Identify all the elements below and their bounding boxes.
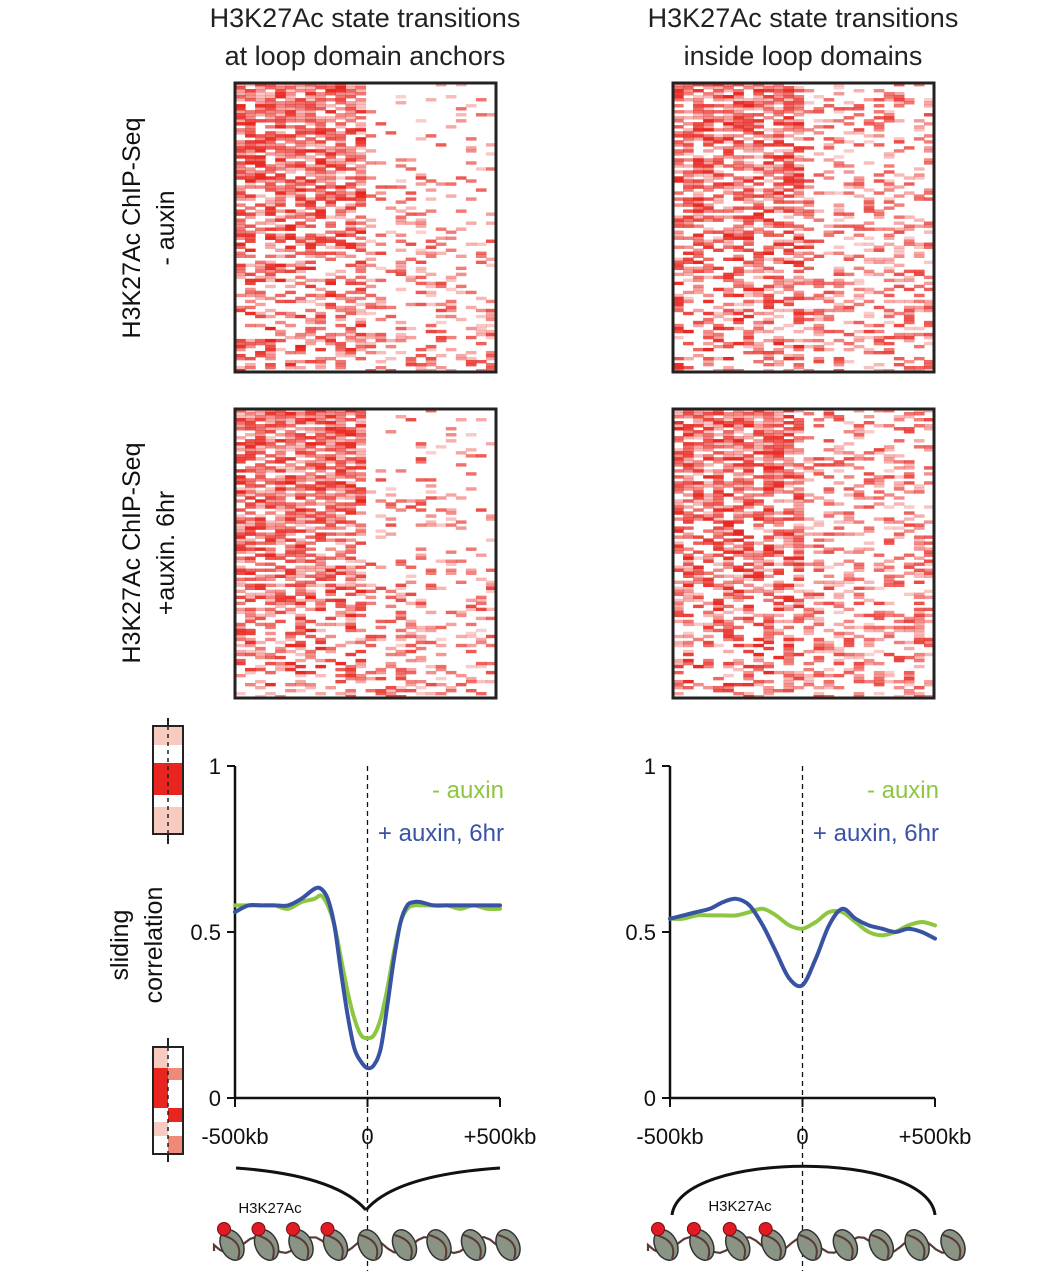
y-tick-label: 0: [644, 1086, 656, 1111]
acetylation-mark: [251, 1222, 266, 1236]
acetylation-mark: [722, 1222, 737, 1236]
heatmap-frame: [671, 407, 936, 700]
line-chart-anchors: 0 0.5 1 -500kb 0 +500kb - auxin + auxin, 6hr: [190, 754, 536, 1271]
legend-plus-auxin: + auxin, 6hr: [813, 820, 939, 847]
row-label-plus-auxin-line2: +auxin. 6hr: [152, 491, 180, 615]
nucleosome: [391, 1229, 418, 1261]
row-label-plus-auxin: H3K27Ac ChIP-Seq +auxin. 6hr: [118, 443, 180, 664]
dna-wrap: [691, 1234, 711, 1260]
loop-arc-left: [235, 1166, 368, 1211]
y-axis-label-line1: sliding: [106, 910, 134, 981]
nucleosome: [868, 1229, 895, 1261]
nucleosome-fiber: [646, 1222, 966, 1261]
nucleosome: [357, 1229, 383, 1261]
row-label-plus-auxin-line1: H3K27Ac ChIP-Seq: [118, 443, 146, 664]
legend-minus-auxin: - auxin: [867, 777, 939, 804]
dna-wrap: [359, 1234, 379, 1260]
nucleosome: [940, 1229, 966, 1261]
dna-wrap: [290, 1234, 310, 1260]
x-tick-label: +500kb: [464, 1124, 537, 1149]
dna-wrap: [221, 1234, 241, 1260]
nucleosome: [832, 1229, 859, 1261]
x-tick-label: 0: [361, 1124, 373, 1149]
acetylation-mark: [651, 1222, 665, 1236]
row-label-minus-auxin-line1: H3K27Ac ChIP-Seq: [118, 118, 146, 339]
loop-diagram-anchors: H3K27Ac: [212, 1166, 521, 1261]
nucleosome: [904, 1229, 930, 1261]
dna-wrap: [727, 1234, 746, 1260]
diagram-label-inside: H3K27Ac: [708, 1198, 772, 1215]
column-title-left-line2: at loop domain anchors: [225, 41, 506, 71]
heatmap-inside-minus-auxin: [673, 83, 934, 372]
column-title-right-line1: H3K27Ac state transitions: [648, 3, 959, 33]
acetylation-mark: [758, 1222, 773, 1236]
dna-wrap: [428, 1234, 448, 1260]
y-tick-label: 1: [644, 754, 656, 779]
dna-wrap: [655, 1234, 675, 1260]
acetylation-mark: [686, 1222, 701, 1236]
y-tick-label: 0.5: [625, 920, 656, 945]
x-tick-label: 0: [796, 1124, 808, 1149]
key-strip-high-correlation: [152, 718, 184, 844]
dna-wrap: [835, 1234, 854, 1260]
dna-wrap: [799, 1234, 818, 1260]
legend-minus-auxin: - auxin: [432, 777, 504, 804]
dna-wrap: [463, 1234, 482, 1260]
heatmap-frame: [233, 81, 498, 374]
dna-wrap: [325, 1234, 344, 1260]
row-label-minus-auxin: H3K27Ac ChIP-Seq - auxin: [118, 118, 180, 339]
diagram-label-anchors: H3K27Ac: [238, 1200, 302, 1217]
legend-plus-auxin: + auxin, 6hr: [378, 820, 504, 847]
nucleosome: [426, 1229, 452, 1261]
y-tick-label: 0: [209, 1086, 221, 1111]
loop-arc-right: [364, 1166, 501, 1211]
acetylation-mark: [286, 1222, 300, 1236]
y-tick-label: 1: [209, 754, 221, 779]
dna-wrap: [870, 1234, 890, 1260]
dna-wrap: [942, 1234, 962, 1260]
key-strip-low-correlation: [152, 1038, 184, 1162]
dna-wrap: [497, 1234, 517, 1260]
acetylation-mark: [217, 1222, 231, 1236]
x-tick-label: +500kb: [899, 1124, 972, 1149]
heatmap-anchors-minus-auxin: [235, 83, 496, 372]
dna-wrap: [763, 1234, 782, 1260]
x-tick-label: -500kb: [636, 1124, 703, 1149]
loop-arc-domain: [670, 1164, 937, 1216]
nucleosome: [460, 1229, 487, 1261]
heatmap-frame: [671, 81, 936, 374]
series-line-plus-auxin: [668, 896, 937, 989]
column-title-right-line2: inside loop domains: [684, 41, 923, 71]
dna-wrap: [256, 1234, 275, 1260]
heatmap-inside-plus-auxin: [673, 409, 934, 698]
y-axis-label: sliding correlation: [106, 887, 168, 1004]
y-axis-label-line2: correlation: [140, 887, 168, 1004]
loop-diagram-inside: H3K27Ac: [646, 1164, 966, 1261]
nucleosome-fiber: [212, 1222, 521, 1261]
heatmap-frame: [233, 407, 498, 700]
dna-wrap: [906, 1234, 926, 1260]
y-tick-label: 0.5: [190, 920, 221, 945]
heatmap-anchors-plus-auxin: [235, 409, 496, 698]
row-label-minus-auxin-line2: - auxin: [152, 190, 180, 265]
x-tick-label: -500kb: [201, 1124, 268, 1149]
nucleosome: [495, 1229, 521, 1261]
line-chart-inside: 0 0.5 1 -500kb 0 +500kb - auxin + auxin, 6hr: [625, 754, 971, 1271]
dna-wrap: [394, 1234, 413, 1260]
series-line-plus-auxin: [233, 885, 502, 1071]
acetylation-mark: [320, 1222, 335, 1236]
column-title-left-line1: H3K27Ac state transitions: [210, 3, 521, 33]
nucleosome: [796, 1229, 823, 1261]
